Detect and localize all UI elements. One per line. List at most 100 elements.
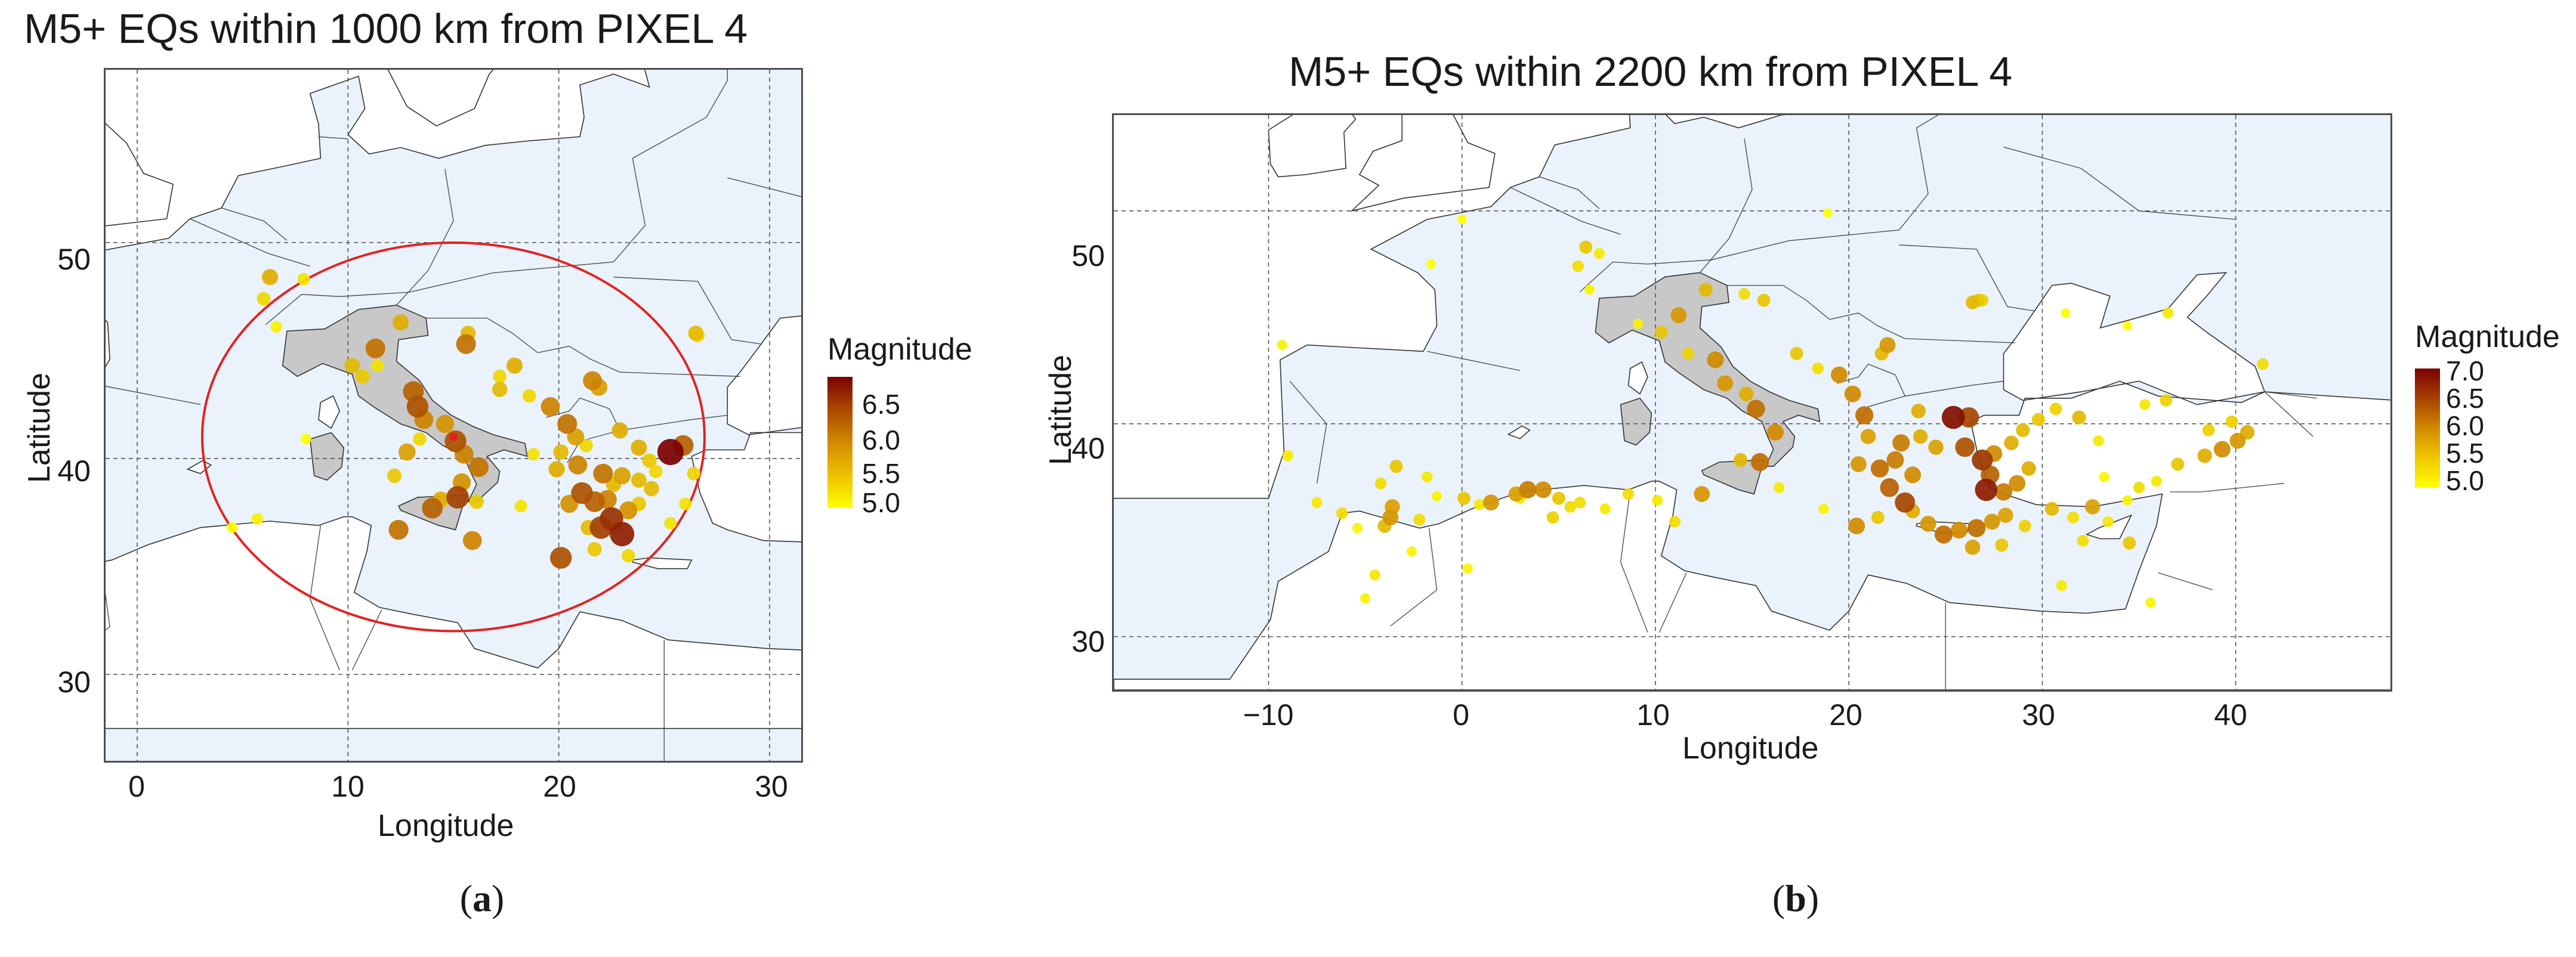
earthquake-point xyxy=(2171,457,2185,471)
earthquake-point xyxy=(257,292,271,306)
earthquake-point xyxy=(1880,478,1899,497)
earthquake-point xyxy=(2049,402,2062,416)
earthquake-point xyxy=(1995,538,2009,552)
earthquake-point xyxy=(514,500,527,513)
earthquake-point xyxy=(1406,546,1417,557)
earthquake-point xyxy=(1790,346,1803,360)
earthquake-point xyxy=(1984,513,2000,530)
earthquake-point xyxy=(540,397,560,416)
sardinia-highlight xyxy=(1620,397,1653,446)
earthquake-point xyxy=(1389,460,1403,473)
earthquake-point xyxy=(1757,293,1771,307)
earthquake-point xyxy=(2056,580,2067,591)
country-border xyxy=(538,345,620,373)
country-border xyxy=(1899,244,2035,312)
earthquake-point xyxy=(644,481,659,497)
earthquake-point xyxy=(1870,459,1889,478)
earthquake-point xyxy=(1733,453,1748,467)
country-border xyxy=(351,609,382,671)
earthquake-point xyxy=(613,467,631,485)
earthquake-point xyxy=(2084,499,2101,515)
earthquake-point xyxy=(1920,516,1936,532)
earthquake-point xyxy=(679,497,692,510)
x-tick-label: 0 xyxy=(128,770,145,803)
earthquake-point xyxy=(1382,509,1399,526)
legend-tick: 5.0 xyxy=(2446,465,2484,496)
land-scand xyxy=(387,70,494,127)
earthquake-point xyxy=(456,334,476,354)
earthquake-point xyxy=(1975,478,1998,501)
earthquake-point xyxy=(2162,307,2174,319)
country-border xyxy=(1789,128,1929,241)
country-border xyxy=(546,397,620,431)
earthquake-point xyxy=(2151,475,2162,487)
earthquake-point xyxy=(1311,497,1323,508)
caption-letter: a xyxy=(472,877,492,919)
country-border xyxy=(613,277,761,345)
radius-circle xyxy=(200,241,706,633)
country-border xyxy=(221,207,288,241)
earthquake-point xyxy=(2123,321,2132,331)
country-border xyxy=(1647,240,1789,265)
land-corsica xyxy=(1627,361,1648,395)
earthquake-point xyxy=(579,438,593,453)
earthquake-point xyxy=(1375,477,1387,490)
earthquake-point xyxy=(522,389,536,403)
earthquake-point xyxy=(2077,535,2089,547)
earthquake-point xyxy=(492,382,508,397)
country-border xyxy=(2158,572,2213,590)
earthquake-point xyxy=(1534,481,1552,498)
country-border xyxy=(426,317,538,354)
x-tick-label: 0 xyxy=(1453,698,1469,732)
earthquake-point xyxy=(1850,456,1867,472)
earthquake-point xyxy=(611,422,628,439)
earthquake-point xyxy=(1998,507,2013,523)
earthquake-point xyxy=(388,519,409,540)
earthquake-point xyxy=(2257,358,2269,370)
earthquake-point xyxy=(657,439,684,466)
earthquake-point xyxy=(1774,482,1785,493)
earthquake-point xyxy=(2067,512,2079,524)
land-ireland xyxy=(1268,115,1357,178)
earthquake-point xyxy=(2213,441,2231,458)
caption-letter: b xyxy=(1785,877,1806,919)
country-border xyxy=(318,136,348,140)
earthquake-point xyxy=(344,358,360,373)
earthquake-point xyxy=(2021,461,2036,476)
x-axis-title: Longitude xyxy=(378,809,514,843)
earthquake-point xyxy=(1766,424,1784,441)
earthquake-point xyxy=(1959,407,1979,428)
earthquake-point xyxy=(1844,385,1861,402)
earthquake-point xyxy=(527,448,540,461)
earthquake-point xyxy=(631,472,647,488)
earthquake-point xyxy=(356,369,370,384)
earthquake-point xyxy=(1654,326,1668,339)
earthquake-point xyxy=(1812,363,1824,374)
panel-a: M5+ EQs within 1000 km from PIXEL 4 30 4… xyxy=(0,0,1014,957)
earthquake-point xyxy=(251,513,264,525)
earthquake-point xyxy=(1739,386,1754,401)
earthquake-point xyxy=(1426,259,1436,269)
country-border xyxy=(1726,284,1830,320)
earthquake-point xyxy=(1369,569,1380,581)
earthquake-point xyxy=(1482,494,1499,511)
earthquake-point xyxy=(1738,288,1750,300)
earthquake-point xyxy=(1892,434,1910,452)
legend-tick: 6.0 xyxy=(862,425,900,456)
earthquake-point xyxy=(1934,525,1953,544)
earthquake-point xyxy=(1584,284,1595,295)
x-tick-label: −10 xyxy=(1243,698,1294,732)
earthquake-point xyxy=(568,455,588,475)
earthquake-point xyxy=(687,467,701,481)
earthquake-point xyxy=(631,439,647,456)
earthquake-point xyxy=(664,517,677,530)
land-britain xyxy=(1350,115,1496,212)
earthquake-point xyxy=(493,370,506,383)
earthquake-point xyxy=(1572,260,1584,272)
land-balearic xyxy=(1507,425,1531,439)
earthquake-point xyxy=(1879,337,1896,353)
country-border xyxy=(2170,483,2284,493)
earthquake-point xyxy=(2018,519,2031,532)
earthquake-point xyxy=(227,522,237,533)
earthquake-point xyxy=(1707,351,1724,368)
